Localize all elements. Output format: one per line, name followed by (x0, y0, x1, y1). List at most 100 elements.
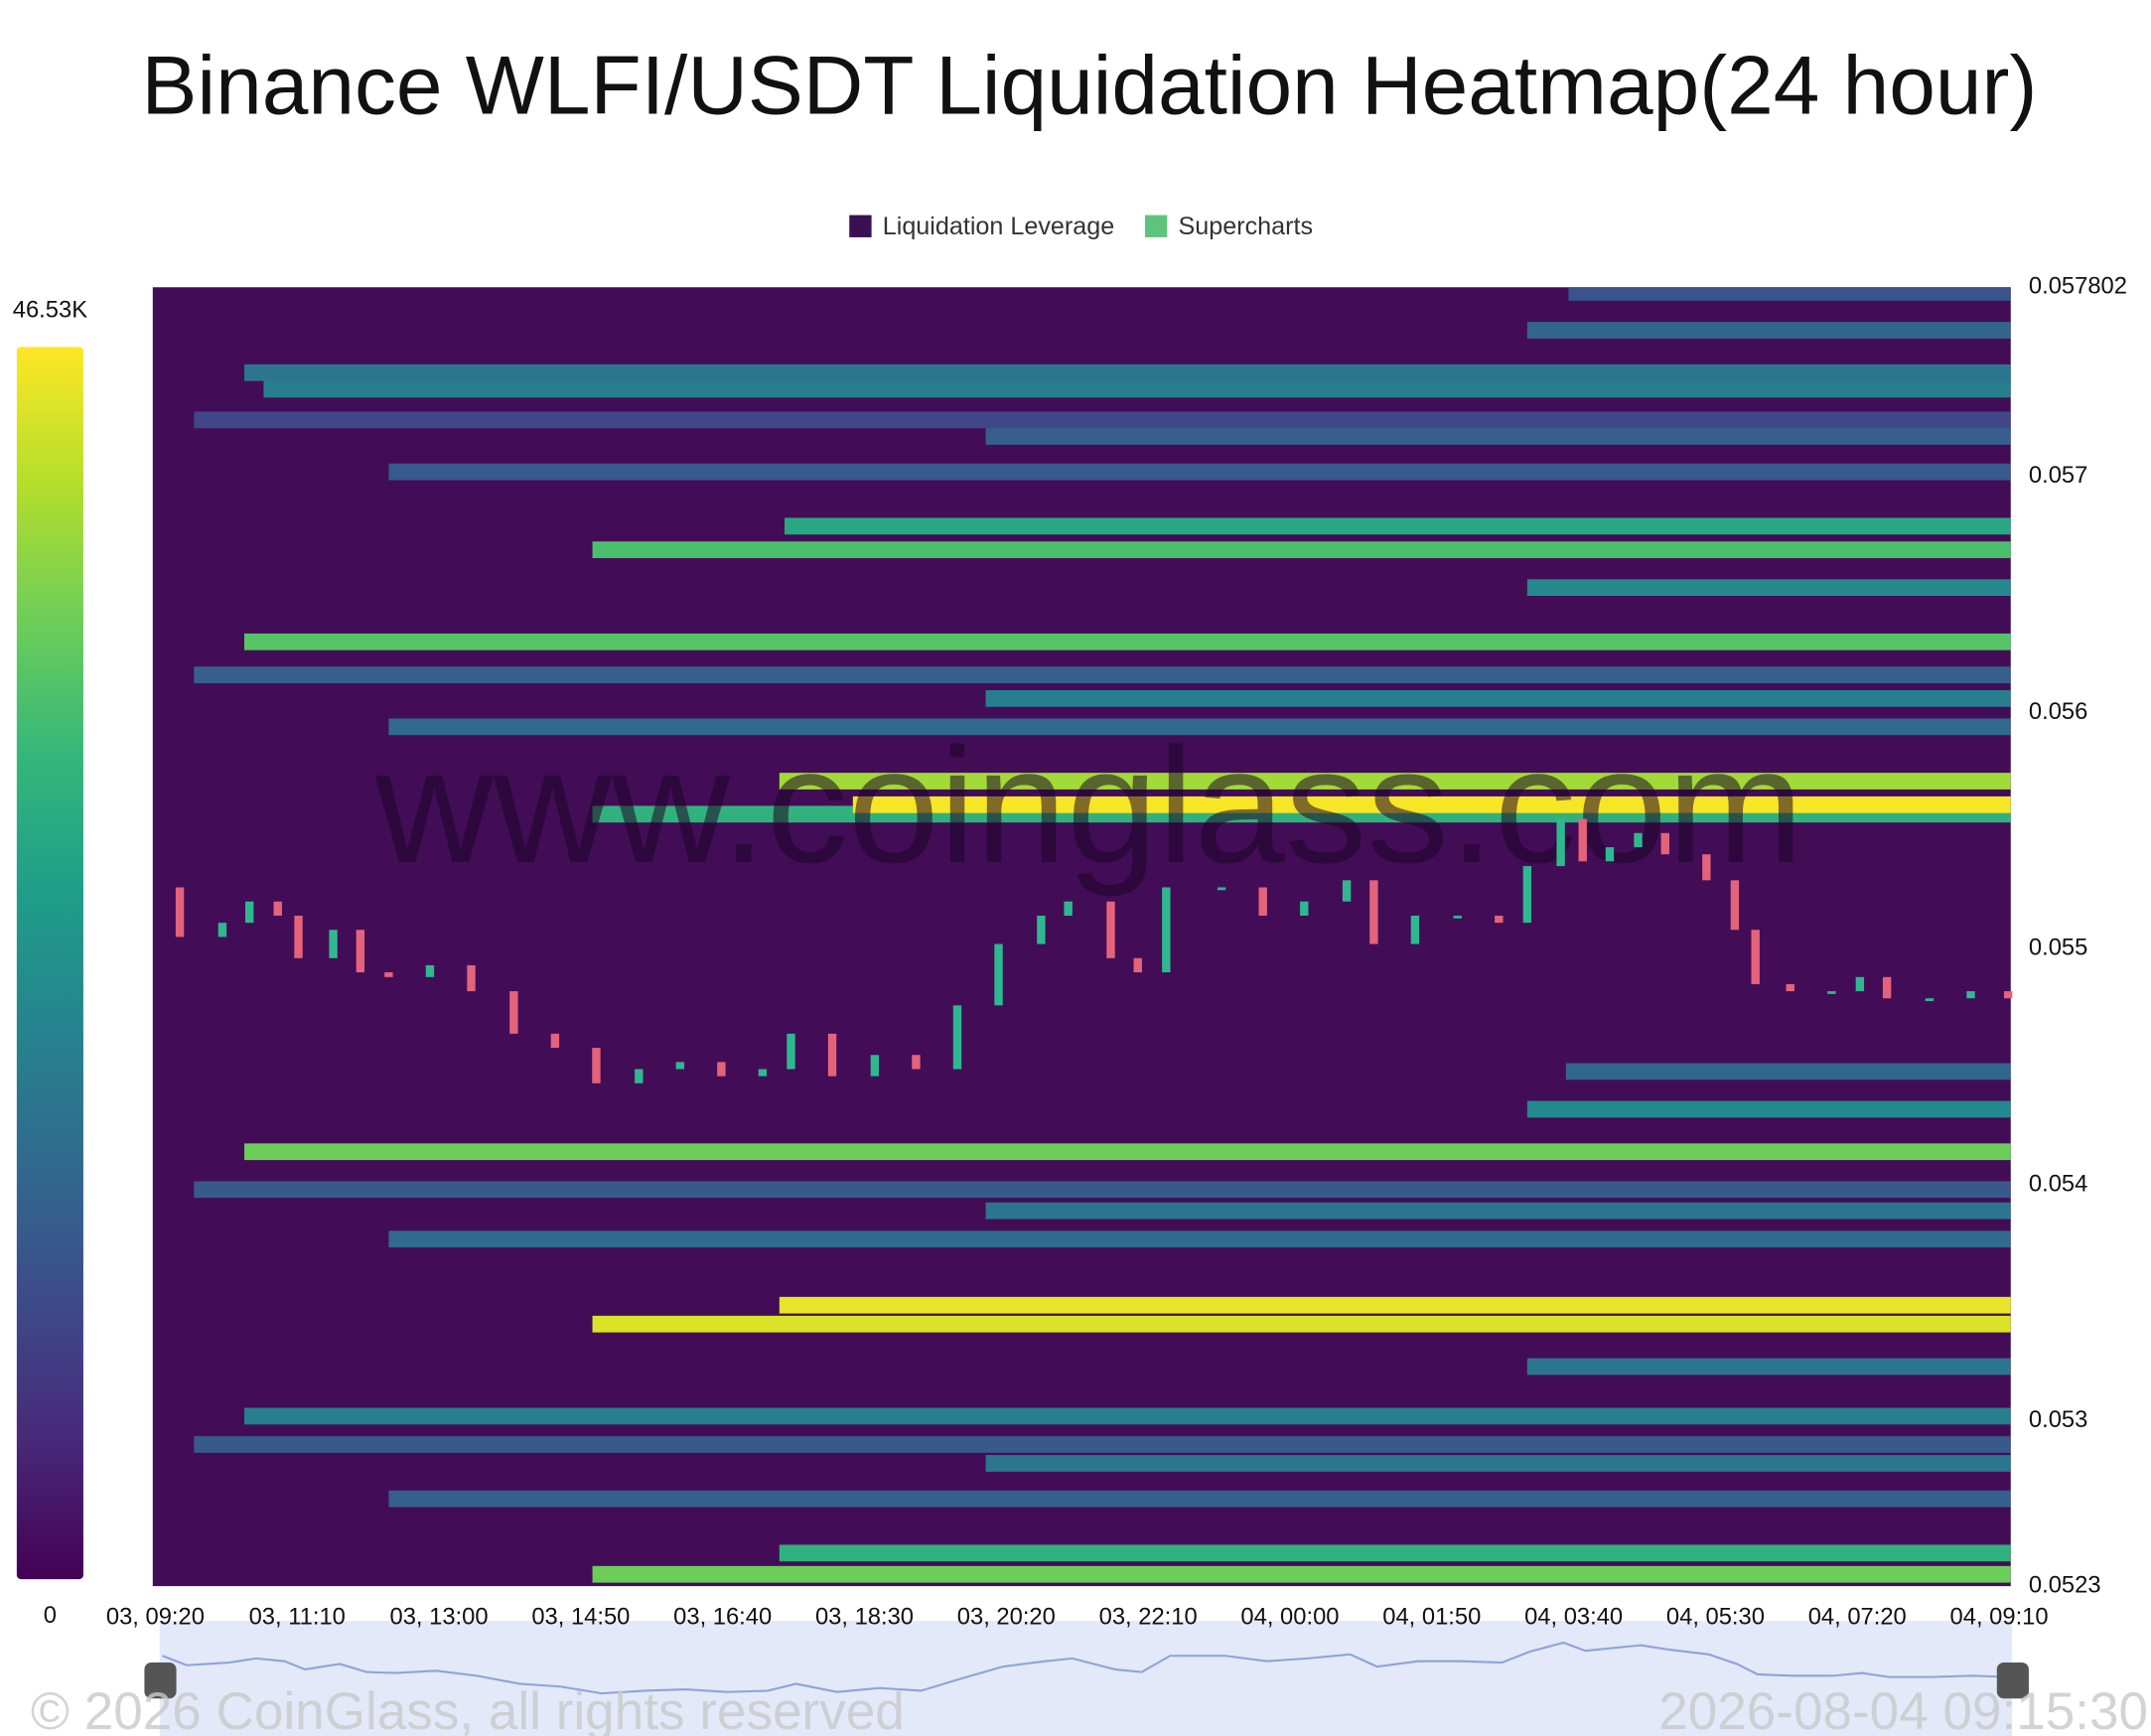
candle (1162, 887, 1171, 973)
heat-band (388, 1230, 2011, 1248)
x-tick-label: 04, 01:50 (1382, 1604, 1481, 1631)
candle (1730, 880, 1740, 931)
candle (425, 964, 435, 977)
y-tick-label: 0.054 (2029, 1170, 2087, 1197)
candle (356, 930, 365, 973)
candle (787, 1033, 795, 1070)
candle (1605, 847, 1615, 862)
navigator-handle[interactable] (144, 1662, 177, 1699)
candle (2003, 991, 2013, 999)
heat-band (779, 773, 2011, 790)
heat-band (263, 380, 2011, 398)
candle (1702, 854, 1711, 881)
candles (175, 818, 2013, 1084)
heat-band (194, 1436, 2011, 1453)
x-tick-label: 04, 03:40 (1524, 1604, 1623, 1631)
navigator-line (162, 1641, 2010, 1695)
x-tick-label: 03, 14:50 (531, 1604, 630, 1631)
heat-band (388, 718, 2011, 736)
candle (1106, 901, 1115, 958)
candle (467, 964, 476, 992)
navigator (159, 1621, 2013, 1736)
color-scale-label: 46.53K (13, 296, 87, 323)
y-tick-label: 0.0523 (2029, 1571, 2101, 1598)
candle (1037, 916, 1046, 944)
heat-band (592, 1565, 2011, 1583)
plot-area (152, 287, 2011, 1587)
x-tick-label: 03, 22:10 (1099, 1604, 1198, 1631)
copyright: © 2026 CoinGlass, all rights reserved (31, 1682, 905, 1736)
candle (675, 1062, 685, 1070)
legend-label: Supercharts (1178, 213, 1313, 240)
heat-band (194, 666, 2011, 683)
y-tick-label: 0.053 (2029, 1406, 2087, 1433)
navigator-handle[interactable] (1996, 1662, 2029, 1699)
heat-band (785, 517, 2011, 535)
x-tick-label: 03, 16:40 (673, 1604, 772, 1631)
candle (1342, 880, 1352, 902)
candle (1966, 991, 1975, 999)
heat-band (243, 633, 2011, 651)
y-tick-label: 0.057 (2029, 462, 2087, 489)
heat-band (388, 463, 2011, 481)
x-tick-label: 03, 20:20 (957, 1604, 1056, 1631)
candle (1556, 818, 1565, 867)
x-tick-label: 04, 09:10 (1950, 1604, 2049, 1631)
x-tick-label: 03, 13:00 (390, 1604, 489, 1631)
x-tick-label: 03, 18:30 (815, 1604, 914, 1631)
y-tick-label: 0.055 (2029, 935, 2087, 961)
y-tick-label: 0.057802 (2029, 273, 2127, 300)
heat-band (194, 411, 2011, 429)
candle (827, 1033, 837, 1077)
x-tick-label: 04, 05:30 (1666, 1604, 1765, 1631)
candle (1751, 930, 1760, 984)
color-scale (16, 347, 83, 1580)
candle (1786, 983, 1794, 992)
heat-band (592, 1315, 2011, 1333)
candle (1925, 998, 1935, 1002)
candle (244, 901, 254, 924)
candle (1217, 887, 1226, 891)
candle (1634, 832, 1643, 848)
candle (758, 1069, 768, 1077)
candle (329, 930, 338, 958)
heat-band (592, 541, 2011, 558)
heat-band (388, 1490, 2011, 1508)
candle (592, 1048, 601, 1084)
candle (952, 1005, 962, 1070)
heat-band (985, 1202, 2011, 1220)
heat-band (779, 1296, 2011, 1314)
x-tick-label: 04, 00:00 (1240, 1604, 1339, 1631)
candle (1369, 880, 1378, 944)
heat-band (243, 363, 2011, 381)
candle (1453, 916, 1462, 919)
heat-band (985, 428, 2011, 445)
heat-band (1526, 322, 2011, 339)
candle (1855, 976, 1865, 992)
candle (870, 1055, 880, 1077)
heat-band (1526, 579, 2011, 596)
candle (1133, 957, 1142, 973)
candle (273, 901, 282, 917)
x-tick-label: 04, 07:20 (1808, 1604, 1907, 1631)
candle (1522, 866, 1532, 924)
candle (1882, 976, 1892, 999)
candle (550, 1033, 560, 1049)
candle (1495, 916, 1504, 924)
candle (1827, 991, 1836, 994)
y-tick-label: 0.056 (2029, 698, 2087, 725)
candle (1410, 916, 1420, 944)
heatmap (194, 287, 2011, 1583)
x-tick-label: 03, 11:10 (249, 1604, 346, 1631)
candle (1578, 818, 1587, 862)
candle (1660, 832, 1669, 855)
chart-title: Binance WLFI/USDT Liquidation Heatmap(24… (142, 38, 2038, 131)
navigator-series (162, 1641, 2010, 1695)
candle (294, 916, 303, 958)
heat-band (1526, 1358, 2011, 1375)
candle (384, 972, 393, 977)
candle (1300, 901, 1309, 917)
candle (635, 1069, 644, 1084)
